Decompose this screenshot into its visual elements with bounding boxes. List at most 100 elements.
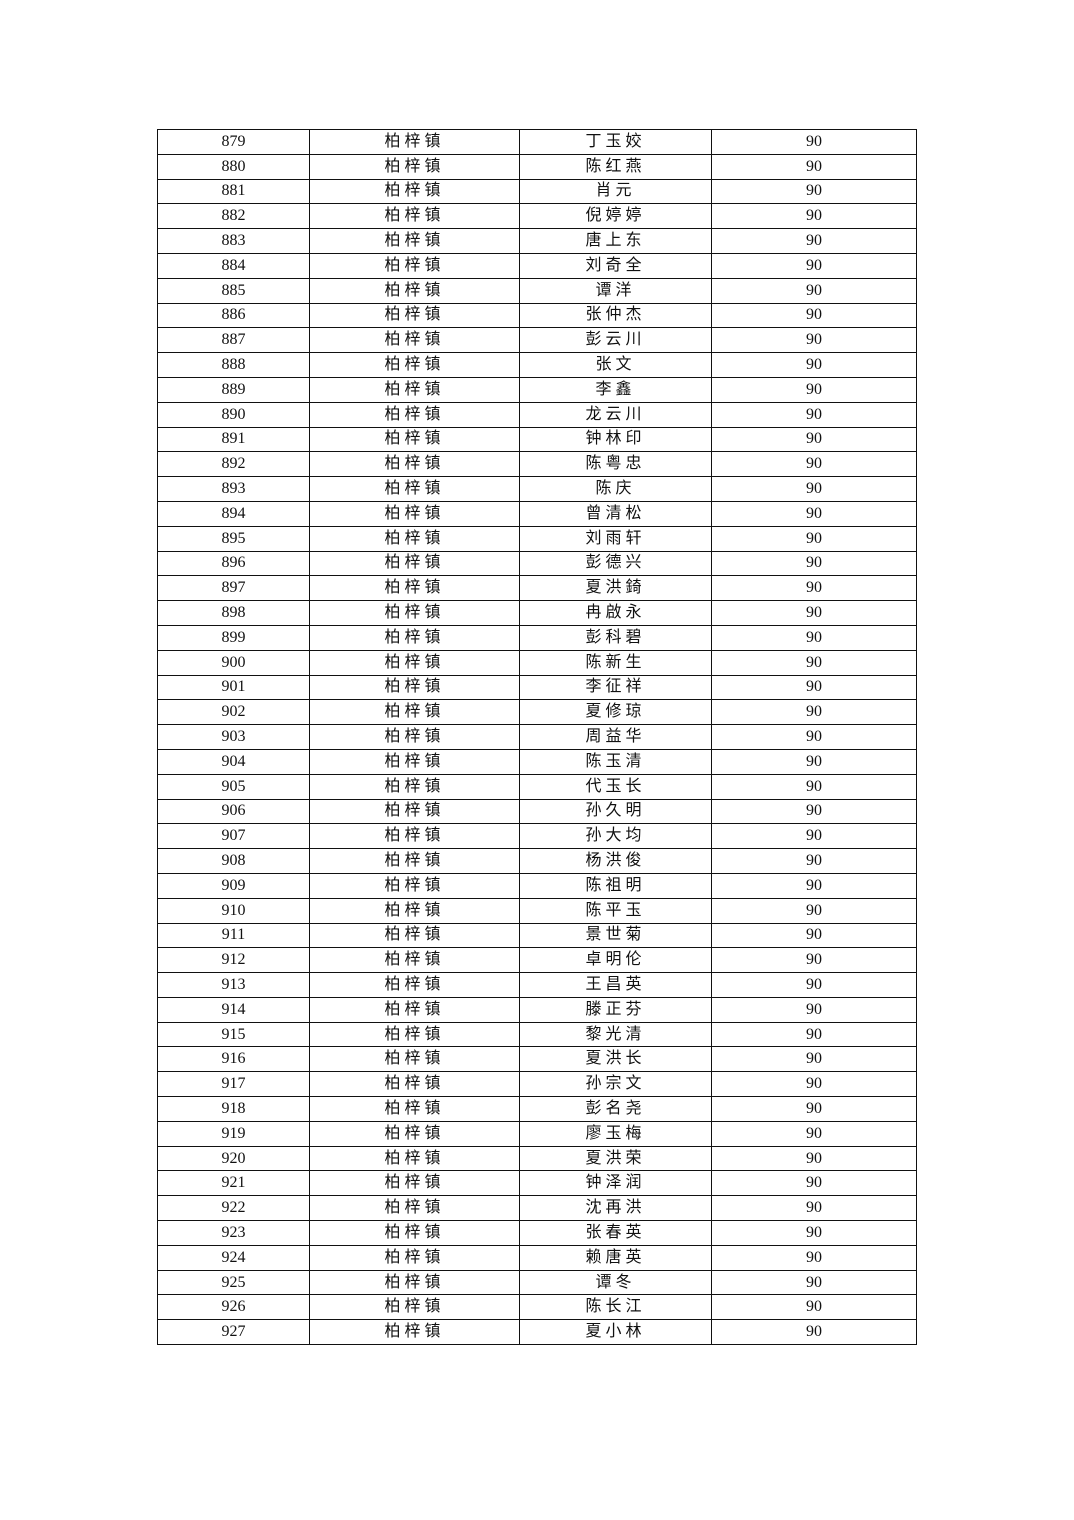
table-row: 889 柏梓镇 李鑫 90 bbox=[157, 376, 917, 403]
score-cell: 90 bbox=[711, 575, 917, 602]
score-cell: 90 bbox=[711, 376, 917, 403]
name-cell: 彭德兴 bbox=[519, 550, 712, 577]
score-cell: 90 bbox=[711, 600, 917, 626]
row-number-cell: 916 bbox=[157, 1046, 310, 1073]
score-cell: 90 bbox=[711, 1145, 917, 1172]
town-cell: 柏梓镇 bbox=[309, 451, 520, 478]
row-number-cell: 900 bbox=[157, 649, 310, 676]
table-row: 916 柏梓镇 夏洪长 90 bbox=[157, 1046, 917, 1073]
table-row: 910 柏梓镇 陈平玉 90 bbox=[157, 897, 917, 924]
table-row: 905 柏梓镇 代玉长 90 bbox=[157, 773, 917, 800]
name-cell: 彭云川 bbox=[519, 327, 712, 354]
row-number-cell: 904 bbox=[157, 748, 310, 775]
town-cell: 柏梓镇 bbox=[309, 1145, 520, 1172]
table-row: 927 柏梓镇 夏小林 90 bbox=[157, 1319, 917, 1346]
row-number-cell: 887 bbox=[157, 327, 310, 354]
name-cell: 陈长江 bbox=[519, 1294, 712, 1321]
name-cell: 李征祥 bbox=[519, 674, 712, 701]
row-number-cell: 909 bbox=[157, 872, 310, 899]
score-cell: 90 bbox=[711, 1096, 917, 1122]
name-cell: 陈平玉 bbox=[519, 897, 712, 924]
name-cell: 倪婷婷 bbox=[519, 203, 712, 230]
town-cell: 柏梓镇 bbox=[309, 525, 520, 552]
score-cell: 90 bbox=[711, 773, 917, 800]
score-cell: 90 bbox=[711, 327, 917, 354]
town-cell: 柏梓镇 bbox=[309, 1244, 520, 1271]
table-row: 924 柏梓镇 赖唐英 90 bbox=[157, 1244, 917, 1271]
name-cell: 谭冬 bbox=[519, 1269, 712, 1296]
table-row: 908 柏梓镇 杨洪俊 90 bbox=[157, 848, 917, 874]
town-cell: 柏梓镇 bbox=[309, 228, 520, 254]
town-cell: 柏梓镇 bbox=[309, 1319, 520, 1346]
row-number-cell: 902 bbox=[157, 699, 310, 726]
name-cell: 陈红燕 bbox=[519, 153, 712, 180]
town-cell: 柏梓镇 bbox=[309, 575, 520, 602]
table-row: 918 柏梓镇 彭名尧 90 bbox=[157, 1096, 917, 1122]
table-row: 886 柏梓镇 张仲杰 90 bbox=[157, 302, 917, 329]
table-row: 891 柏梓镇 钟林印 90 bbox=[157, 426, 917, 453]
name-cell: 唐上东 bbox=[519, 228, 712, 254]
score-cell: 90 bbox=[711, 1046, 917, 1073]
score-cell: 90 bbox=[711, 649, 917, 676]
town-cell: 柏梓镇 bbox=[309, 972, 520, 998]
table-row: 888 柏梓镇 张文 90 bbox=[157, 352, 917, 378]
row-number-cell: 920 bbox=[157, 1145, 310, 1172]
table-row: 893 柏梓镇 陈庆 90 bbox=[157, 476, 917, 502]
name-cell: 刘奇全 bbox=[519, 252, 712, 279]
town-cell: 柏梓镇 bbox=[309, 153, 520, 180]
town-cell: 柏梓镇 bbox=[309, 1120, 520, 1147]
row-number-cell: 899 bbox=[157, 624, 310, 651]
table-row: 915 柏梓镇 黎光清 90 bbox=[157, 1021, 917, 1048]
table-row: 894 柏梓镇 曾清松 90 bbox=[157, 500, 917, 527]
table-row: 907 柏梓镇 孙大均 90 bbox=[157, 823, 917, 850]
town-cell: 柏梓镇 bbox=[309, 352, 520, 378]
roster-table-body: 879 柏梓镇 丁玉姣 90 880 柏梓镇 陈红燕 90 881 柏梓镇 肖元 90 882 柏梓镇 倪婷… bbox=[157, 129, 917, 1346]
table-row: 917 柏梓镇 孙宗文 90 bbox=[157, 1071, 917, 1098]
table-row: 882 柏梓镇 倪婷婷 90 bbox=[157, 203, 917, 230]
row-number-cell: 914 bbox=[157, 996, 310, 1023]
town-cell: 柏梓镇 bbox=[309, 798, 520, 825]
town-cell: 柏梓镇 bbox=[309, 1294, 520, 1321]
town-cell: 柏梓镇 bbox=[309, 302, 520, 329]
score-cell: 90 bbox=[711, 699, 917, 726]
score-cell: 90 bbox=[711, 277, 917, 304]
row-number-cell: 901 bbox=[157, 674, 310, 701]
score-cell: 90 bbox=[711, 426, 917, 453]
name-cell: 孙大均 bbox=[519, 823, 712, 850]
score-cell: 90 bbox=[711, 1170, 917, 1197]
score-cell: 90 bbox=[711, 1195, 917, 1222]
score-cell: 90 bbox=[711, 476, 917, 502]
table-row: 881 柏梓镇 肖元 90 bbox=[157, 178, 917, 205]
name-cell: 张文 bbox=[519, 352, 712, 378]
town-cell: 柏梓镇 bbox=[309, 327, 520, 354]
table-row: 899 柏梓镇 彭科碧 90 bbox=[157, 624, 917, 651]
name-cell: 周益华 bbox=[519, 724, 712, 750]
score-cell: 90 bbox=[711, 848, 917, 874]
row-number-cell: 895 bbox=[157, 525, 310, 552]
table-row: 912 柏梓镇 卓明伦 90 bbox=[157, 947, 917, 974]
town-cell: 柏梓镇 bbox=[309, 178, 520, 205]
name-cell: 夏洪荣 bbox=[519, 1145, 712, 1172]
score-cell: 90 bbox=[711, 1071, 917, 1098]
score-cell: 90 bbox=[711, 872, 917, 899]
town-cell: 柏梓镇 bbox=[309, 401, 520, 428]
town-cell: 柏梓镇 bbox=[309, 674, 520, 701]
town-cell: 柏梓镇 bbox=[309, 947, 520, 974]
score-cell: 90 bbox=[711, 748, 917, 775]
town-cell: 柏梓镇 bbox=[309, 129, 520, 155]
name-cell: 钟林印 bbox=[519, 426, 712, 453]
name-cell: 陈新生 bbox=[519, 649, 712, 676]
name-cell: 卓明伦 bbox=[519, 947, 712, 974]
town-cell: 柏梓镇 bbox=[309, 848, 520, 874]
score-cell: 90 bbox=[711, 228, 917, 254]
name-cell: 夏洪长 bbox=[519, 1046, 712, 1073]
table-row: 906 柏梓镇 孙久明 90 bbox=[157, 798, 917, 825]
town-cell: 柏梓镇 bbox=[309, 1046, 520, 1073]
score-cell: 90 bbox=[711, 996, 917, 1023]
town-cell: 柏梓镇 bbox=[309, 600, 520, 626]
name-cell: 代玉长 bbox=[519, 773, 712, 800]
town-cell: 柏梓镇 bbox=[309, 376, 520, 403]
score-cell: 90 bbox=[711, 252, 917, 279]
table-row: 911 柏梓镇 景世菊 90 bbox=[157, 922, 917, 949]
score-cell: 90 bbox=[711, 401, 917, 428]
